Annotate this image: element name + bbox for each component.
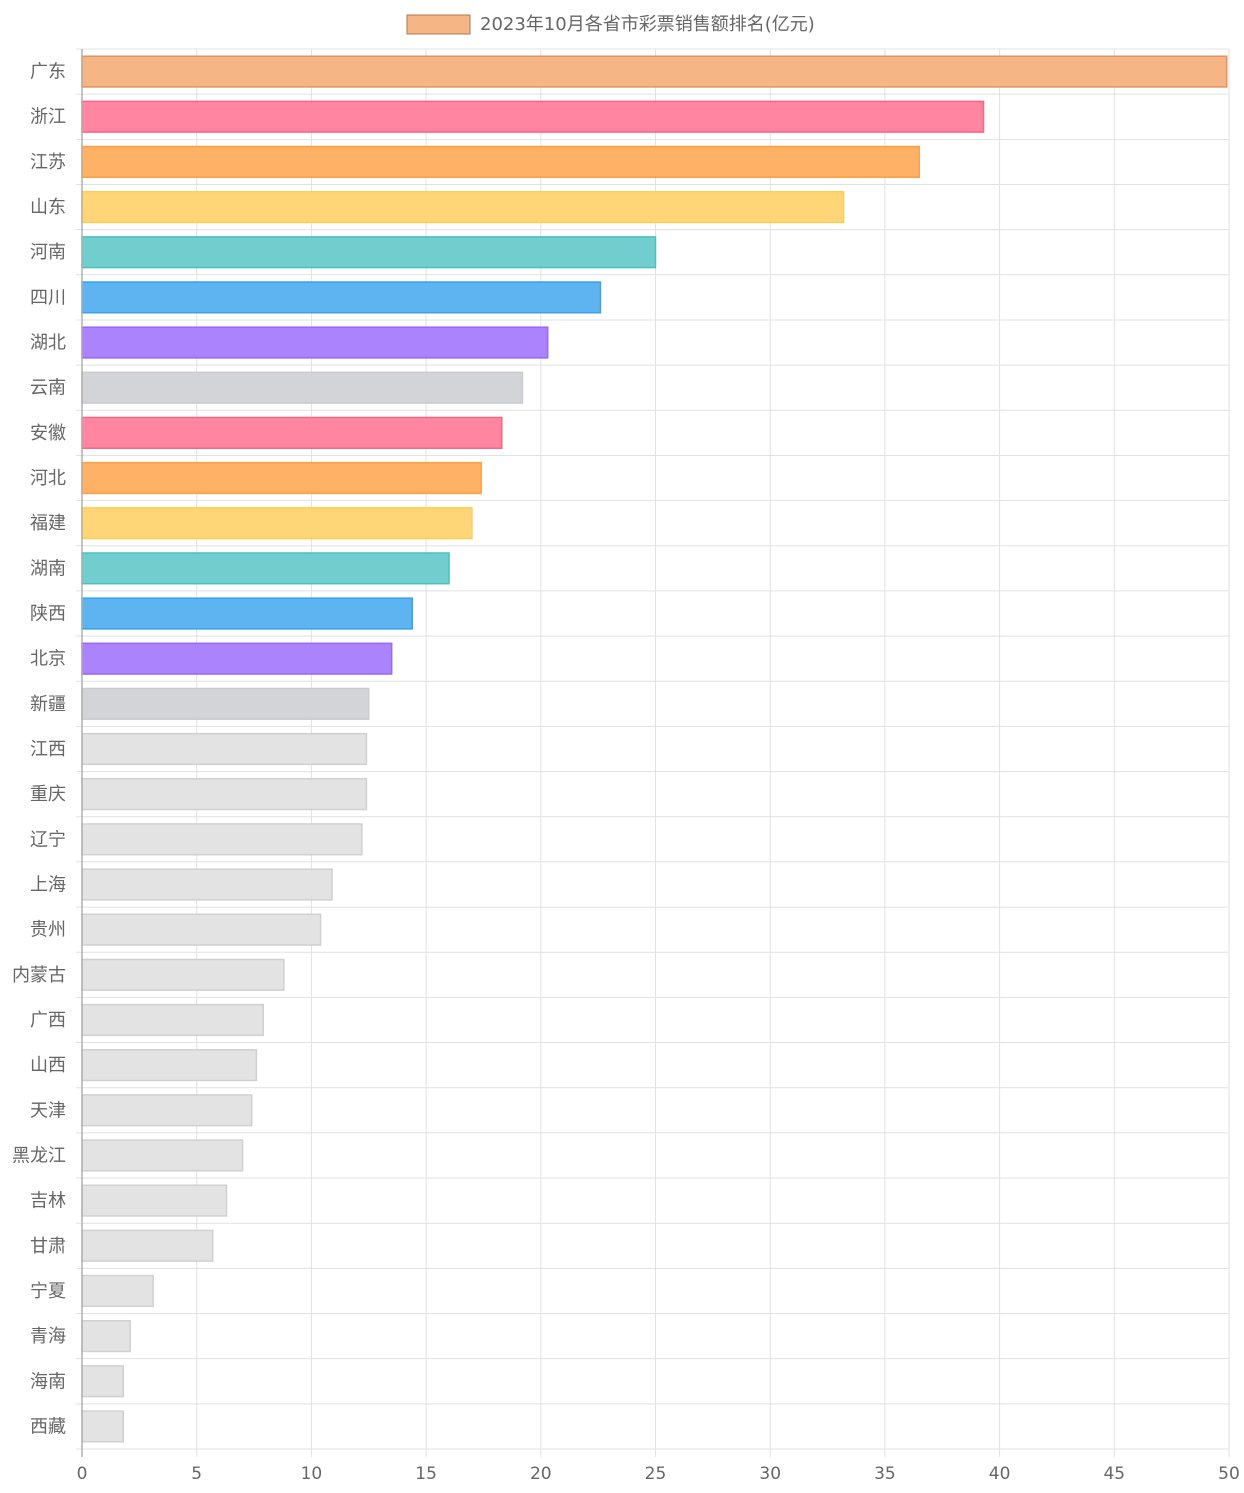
y-tick-label: 内蒙古 xyxy=(12,965,66,986)
bar-吉林[interactable] xyxy=(81,1184,228,1217)
x-axis-labels: 0 5 10 15 20 25 30 35 40 45 50 xyxy=(77,1464,1240,1484)
bar-黑龙江[interactable] xyxy=(81,1139,244,1172)
bar-广东[interactable] xyxy=(81,55,1228,88)
y-tick-label: 河南 xyxy=(30,242,66,263)
x-tick-label: 50 xyxy=(1218,1464,1240,1484)
bars xyxy=(81,55,1228,1443)
x-tick-label: 40 xyxy=(989,1464,1011,1484)
y-tick-label: 贵州 xyxy=(30,920,66,941)
bar-福建[interactable] xyxy=(81,507,473,540)
y-tick-label: 广东 xyxy=(30,62,66,83)
x-tick-label: 10 xyxy=(301,1464,323,1484)
bar-河北[interactable] xyxy=(81,461,482,495)
bar-西藏[interactable] xyxy=(81,1410,125,1443)
bar-山东[interactable] xyxy=(81,190,845,224)
bar-甘肃[interactable] xyxy=(81,1229,214,1262)
y-tick-label: 黑龙江 xyxy=(12,1145,66,1166)
grid-lines xyxy=(76,48,1230,1457)
y-tick-label: 天津 xyxy=(30,1100,66,1121)
x-tick-label: 30 xyxy=(759,1464,781,1484)
bar-浙江[interactable] xyxy=(81,100,985,133)
bar-云南[interactable] xyxy=(81,371,524,404)
x-tick-label: 45 xyxy=(1103,1464,1125,1484)
y-tick-label: 山东 xyxy=(30,197,66,218)
y-tick-label: 新疆 xyxy=(30,694,66,715)
y-tick-label: 青海 xyxy=(30,1326,66,1347)
bar-天津[interactable] xyxy=(81,1094,253,1127)
y-tick-label: 江西 xyxy=(30,739,66,760)
y-tick-label: 河北 xyxy=(30,468,66,489)
bar-内蒙古[interactable] xyxy=(81,958,285,991)
y-tick-label: 湖南 xyxy=(30,558,66,579)
bar-四川[interactable] xyxy=(81,281,602,314)
y-tick-label: 上海 xyxy=(30,874,66,895)
bar-宁夏[interactable] xyxy=(81,1274,154,1308)
y-tick-label: 云南 xyxy=(30,378,66,399)
bar-贵州[interactable] xyxy=(81,913,322,946)
y-tick-label: 重庆 xyxy=(30,784,66,805)
bar-青海[interactable] xyxy=(81,1319,131,1353)
bar-陕西[interactable] xyxy=(81,597,414,630)
bar-江西[interactable] xyxy=(81,732,368,766)
y-tick-label: 福建 xyxy=(30,513,66,534)
x-tick-label: 20 xyxy=(530,1464,552,1484)
y-tick-label: 浙江 xyxy=(30,107,66,128)
bar-海南[interactable] xyxy=(81,1365,125,1398)
y-tick-label: 北京 xyxy=(30,649,66,670)
bar-辽宁[interactable] xyxy=(81,823,363,856)
y-tick-label: 广西 xyxy=(30,1010,66,1031)
x-tick-label: 15 xyxy=(415,1464,437,1484)
y-tick-label: 辽宁 xyxy=(30,829,66,850)
chart-legend[interactable]: 2023年10月各省市彩票销售额排名(亿元) xyxy=(406,14,815,35)
y-tick-label: 安徽 xyxy=(30,423,66,444)
y-tick-label: 宁夏 xyxy=(30,1281,66,1302)
x-tick-label: 25 xyxy=(645,1464,667,1484)
x-tick-label: 0 xyxy=(77,1464,88,1484)
bar-安徽[interactable] xyxy=(81,416,503,449)
y-tick-label: 山西 xyxy=(30,1055,66,1076)
y-tick-label: 海南 xyxy=(30,1371,66,1392)
legend-swatch[interactable] xyxy=(406,14,471,35)
y-tick-label: 四川 xyxy=(30,287,66,308)
x-tick-label: 35 xyxy=(874,1464,896,1484)
bar-湖北[interactable] xyxy=(81,326,549,359)
bar-河南[interactable] xyxy=(81,236,657,269)
y-tick-label: 西藏 xyxy=(30,1416,66,1437)
bar-北京[interactable] xyxy=(81,642,393,675)
bar-上海[interactable] xyxy=(81,868,333,901)
legend-label[interactable]: 2023年10月各省市彩票销售额排名(亿元) xyxy=(480,14,815,35)
bar-山西[interactable] xyxy=(81,1049,258,1082)
bar-湖南[interactable] xyxy=(81,552,450,585)
bar-新疆[interactable] xyxy=(81,687,370,720)
y-tick-label: 湖北 xyxy=(30,333,66,354)
x-tick-label: 5 xyxy=(191,1464,202,1484)
y-tick-label: 陕西 xyxy=(30,604,66,625)
bar-广西[interactable] xyxy=(81,1003,264,1037)
y-tick-label: 甘肃 xyxy=(30,1236,66,1257)
bar-重庆[interactable] xyxy=(81,778,368,811)
y-tick-label: 江苏 xyxy=(30,152,66,173)
y-tick-label: 吉林 xyxy=(30,1191,66,1212)
y-axis-labels: 广东浙江江苏山东河南四川湖北云南安徽河北福建湖南陕西北京新疆江西重庆辽宁上海贵州… xyxy=(12,62,66,1438)
bar-江苏[interactable] xyxy=(81,145,921,179)
